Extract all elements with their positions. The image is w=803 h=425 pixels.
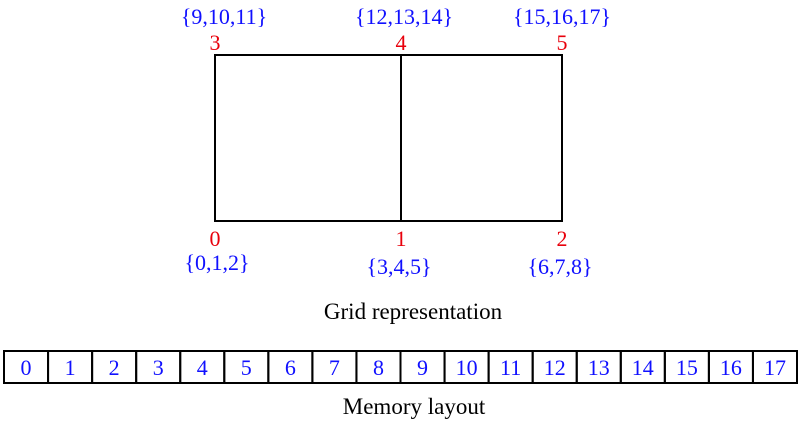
- memory-cell: 6: [267, 350, 314, 384]
- node-2-dofs: {6,7,8}: [527, 254, 592, 279]
- memory-cell: 14: [619, 350, 666, 384]
- memory-cell: 11: [487, 350, 534, 384]
- memory-cell: 13: [575, 350, 622, 384]
- memory-cell: 12: [531, 350, 578, 384]
- memory-cell: 1: [47, 350, 94, 384]
- memory-cell-value: 4: [197, 355, 208, 380]
- node-2-number: 2: [557, 226, 568, 251]
- memory-cell: 15: [663, 350, 710, 384]
- node-0-number: 0: [210, 226, 221, 251]
- memory-cell-value: 17: [764, 355, 786, 380]
- memory-cell-value: 11: [500, 355, 521, 380]
- memory-cell: 16: [707, 350, 754, 384]
- memory-layout-array: 0 1 2 3 4 5 6 7 8 9 10 11 12 13 14 15 16 17: [3, 350, 799, 384]
- memory-cell-value: 9: [417, 355, 428, 380]
- node-1-number: 1: [396, 226, 407, 251]
- memory-cell-value: 10: [456, 355, 478, 380]
- node-4-number: 4: [396, 30, 407, 55]
- memory-cell-value: 0: [21, 355, 32, 380]
- memory-cell: 5: [223, 350, 270, 384]
- memory-cell: 2: [91, 350, 138, 384]
- node-5-dofs: {15,16,17}: [513, 4, 611, 29]
- memory-cell: 17: [751, 350, 799, 384]
- memory-cell-value: 14: [632, 355, 654, 380]
- memory-cell-value: 6: [285, 355, 296, 380]
- node-3-number: 3: [210, 30, 221, 55]
- memory-cell-value: 15: [676, 355, 698, 380]
- memory-cell: 8: [355, 350, 402, 384]
- memory-cell-value: 16: [720, 355, 742, 380]
- memory-cell: 10: [443, 350, 490, 384]
- memory-cell-value: 8: [373, 355, 384, 380]
- memory-cell: 4: [179, 350, 226, 384]
- node-5-number: 5: [557, 30, 568, 55]
- grid-outline: [214, 54, 563, 222]
- node-4-dofs: {12,13,14}: [355, 4, 453, 29]
- memory-cell: 0: [3, 350, 50, 384]
- memory-caption: Memory layout: [343, 394, 486, 419]
- memory-cell-value: 5: [241, 355, 252, 380]
- memory-cell-box: [751, 350, 799, 384]
- grid-caption: Grid representation: [324, 299, 503, 324]
- memory-cell-value: 3: [153, 355, 164, 380]
- memory-cell: 3: [135, 350, 182, 384]
- grid-edges: [214, 54, 563, 222]
- memory-cell-value: 2: [109, 355, 120, 380]
- node-3-dofs: {9,10,11}: [181, 4, 267, 29]
- memory-cell: 7: [311, 350, 358, 384]
- node-0-dofs: {0,1,2}: [184, 250, 249, 275]
- memory-cell-value: 13: [588, 355, 610, 380]
- memory-cell-value: 1: [65, 355, 76, 380]
- memory-cell-value: 7: [329, 355, 340, 380]
- node-1-dofs: {3,4,5}: [366, 254, 431, 279]
- memory-cell: 9: [399, 350, 446, 384]
- memory-cell-value: 12: [544, 355, 566, 380]
